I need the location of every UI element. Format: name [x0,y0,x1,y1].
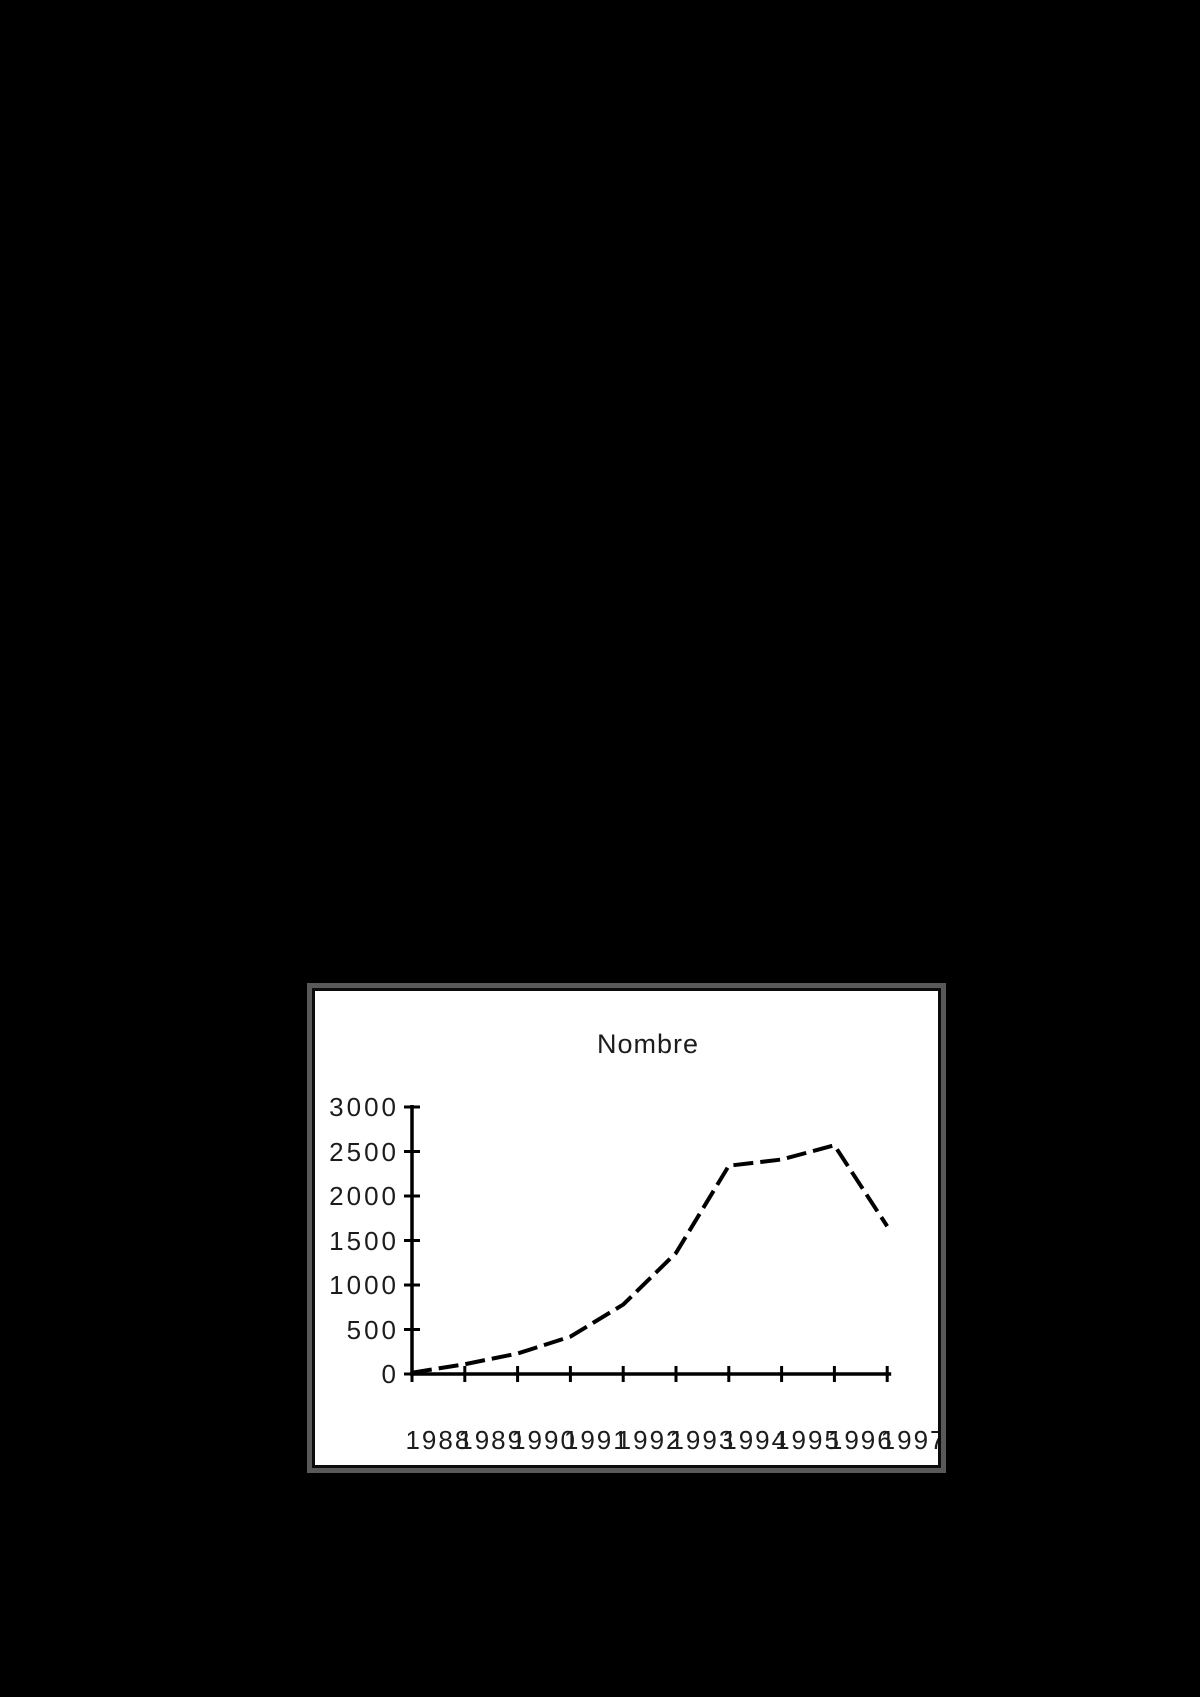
y-tick-label: 1500 [329,1225,399,1256]
x-tick-label: 1990 [511,1425,577,1455]
x-tick-label: 1988 [405,1425,472,1455]
y-tick-label: 3000 [329,1092,399,1122]
y-tick-label: 1000 [329,1270,399,1300]
series-line [411,1143,889,1375]
x-tick-label: 1993 [669,1425,736,1455]
chart-frame: Nombre 0 500 1000 1500 2000 2500 3000 1988 1989… [307,983,946,1473]
y-tick-label: 2500 [329,1136,399,1167]
y-tick-label: 500 [346,1314,399,1345]
x-tick-label: 1997 [880,1425,941,1455]
x-tick-label: 1992 [616,1425,683,1455]
chart-title: Nombre [596,1029,700,1059]
x-tick-label: 1994 [722,1425,789,1455]
x-tick-label: 1991 [563,1425,630,1455]
x-tick-label: 1995 [775,1425,841,1455]
y-tick-label: 0 [381,1359,399,1389]
x-tick-label: 1989 [458,1425,525,1455]
y-tick-label: 2000 [329,1181,399,1211]
x-tick-label: 1996 [827,1425,894,1455]
line-chart-plot [404,1105,892,1382]
